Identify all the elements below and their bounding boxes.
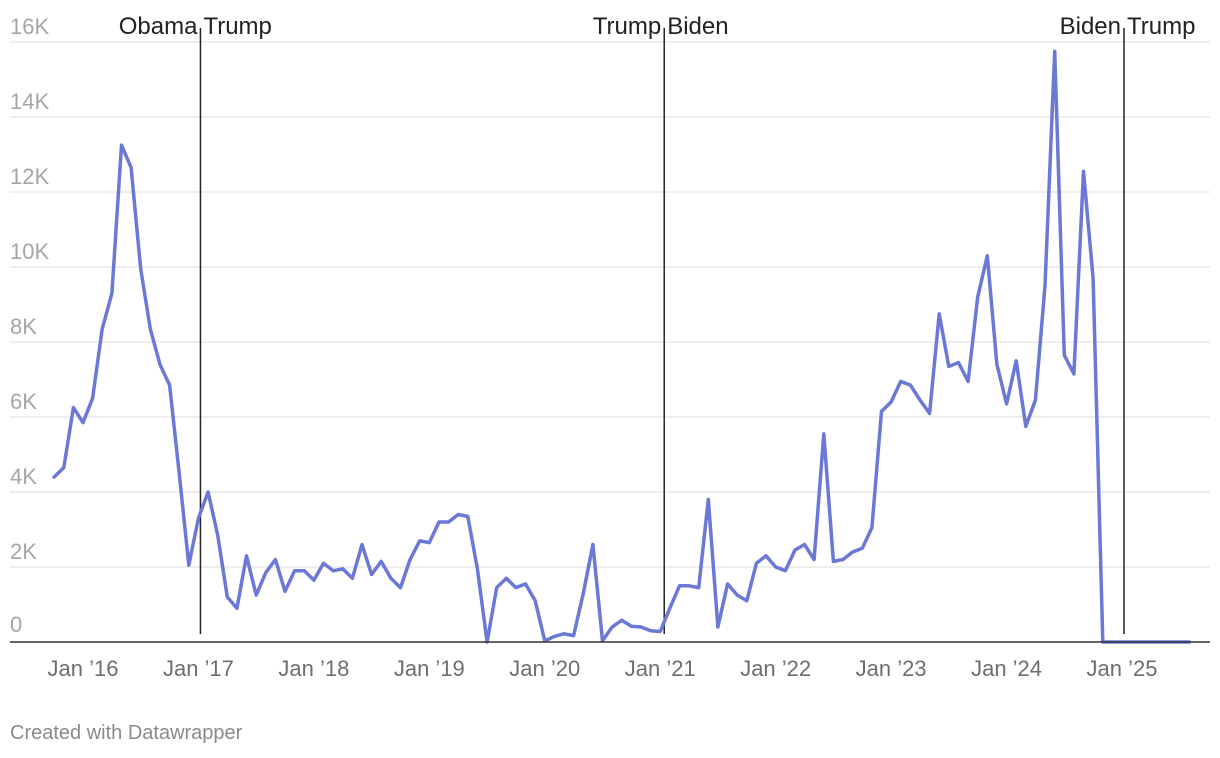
annotation-label-left: Biden bbox=[1060, 13, 1121, 40]
annotation-label-left: Trump bbox=[593, 13, 661, 40]
gridlines bbox=[10, 41, 1210, 568]
y-tick-label: 16K bbox=[10, 14, 49, 39]
y-tick-label: 14K bbox=[10, 89, 49, 114]
x-tick-label: Jan ’24 bbox=[971, 656, 1042, 681]
x-tick-label: Jan ’25 bbox=[1087, 656, 1158, 681]
annotations: Obama Trump Trump Biden Biden Trump bbox=[119, 13, 1195, 634]
y-axis-labels: 0 2K 4K 6K 8K 10K 12K 14K 16K bbox=[10, 14, 49, 637]
x-tick-label: Jan ’17 bbox=[163, 656, 234, 681]
y-tick-label: 0 bbox=[10, 612, 22, 637]
y-tick-label: 2K bbox=[10, 539, 37, 564]
x-tick-label: Jan ’16 bbox=[48, 656, 119, 681]
x-tick-label: Jan ’19 bbox=[394, 656, 465, 681]
y-tick-label: 10K bbox=[10, 239, 49, 264]
series-layer bbox=[52, 49, 1192, 644]
x-tick-label: Jan ’18 bbox=[278, 656, 349, 681]
y-tick-label: 4K bbox=[10, 464, 37, 489]
series-line bbox=[52, 49, 1192, 644]
annotation-label-right: Biden bbox=[667, 13, 728, 40]
x-tick-label: Jan ’22 bbox=[740, 656, 811, 681]
y-tick-label: 6K bbox=[10, 389, 37, 414]
x-tick-label: Jan ’23 bbox=[856, 656, 927, 681]
x-tick-label: Jan ’21 bbox=[625, 656, 696, 681]
x-tick-label: Jan ’20 bbox=[509, 656, 580, 681]
annotation-label-right: Trump bbox=[203, 13, 271, 40]
x-axis-labels: Jan ’16 Jan ’17 Jan ’18 Jan ’19 Jan ’20 Jan ’… bbox=[48, 656, 1158, 681]
annotation-label-left: Obama bbox=[119, 13, 198, 40]
y-tick-label: 8K bbox=[10, 314, 37, 339]
y-tick-label: 12K bbox=[10, 164, 49, 189]
footer-credit: Created with Datawrapper bbox=[10, 722, 243, 744]
annotation-label-right: Trump bbox=[1127, 13, 1195, 40]
